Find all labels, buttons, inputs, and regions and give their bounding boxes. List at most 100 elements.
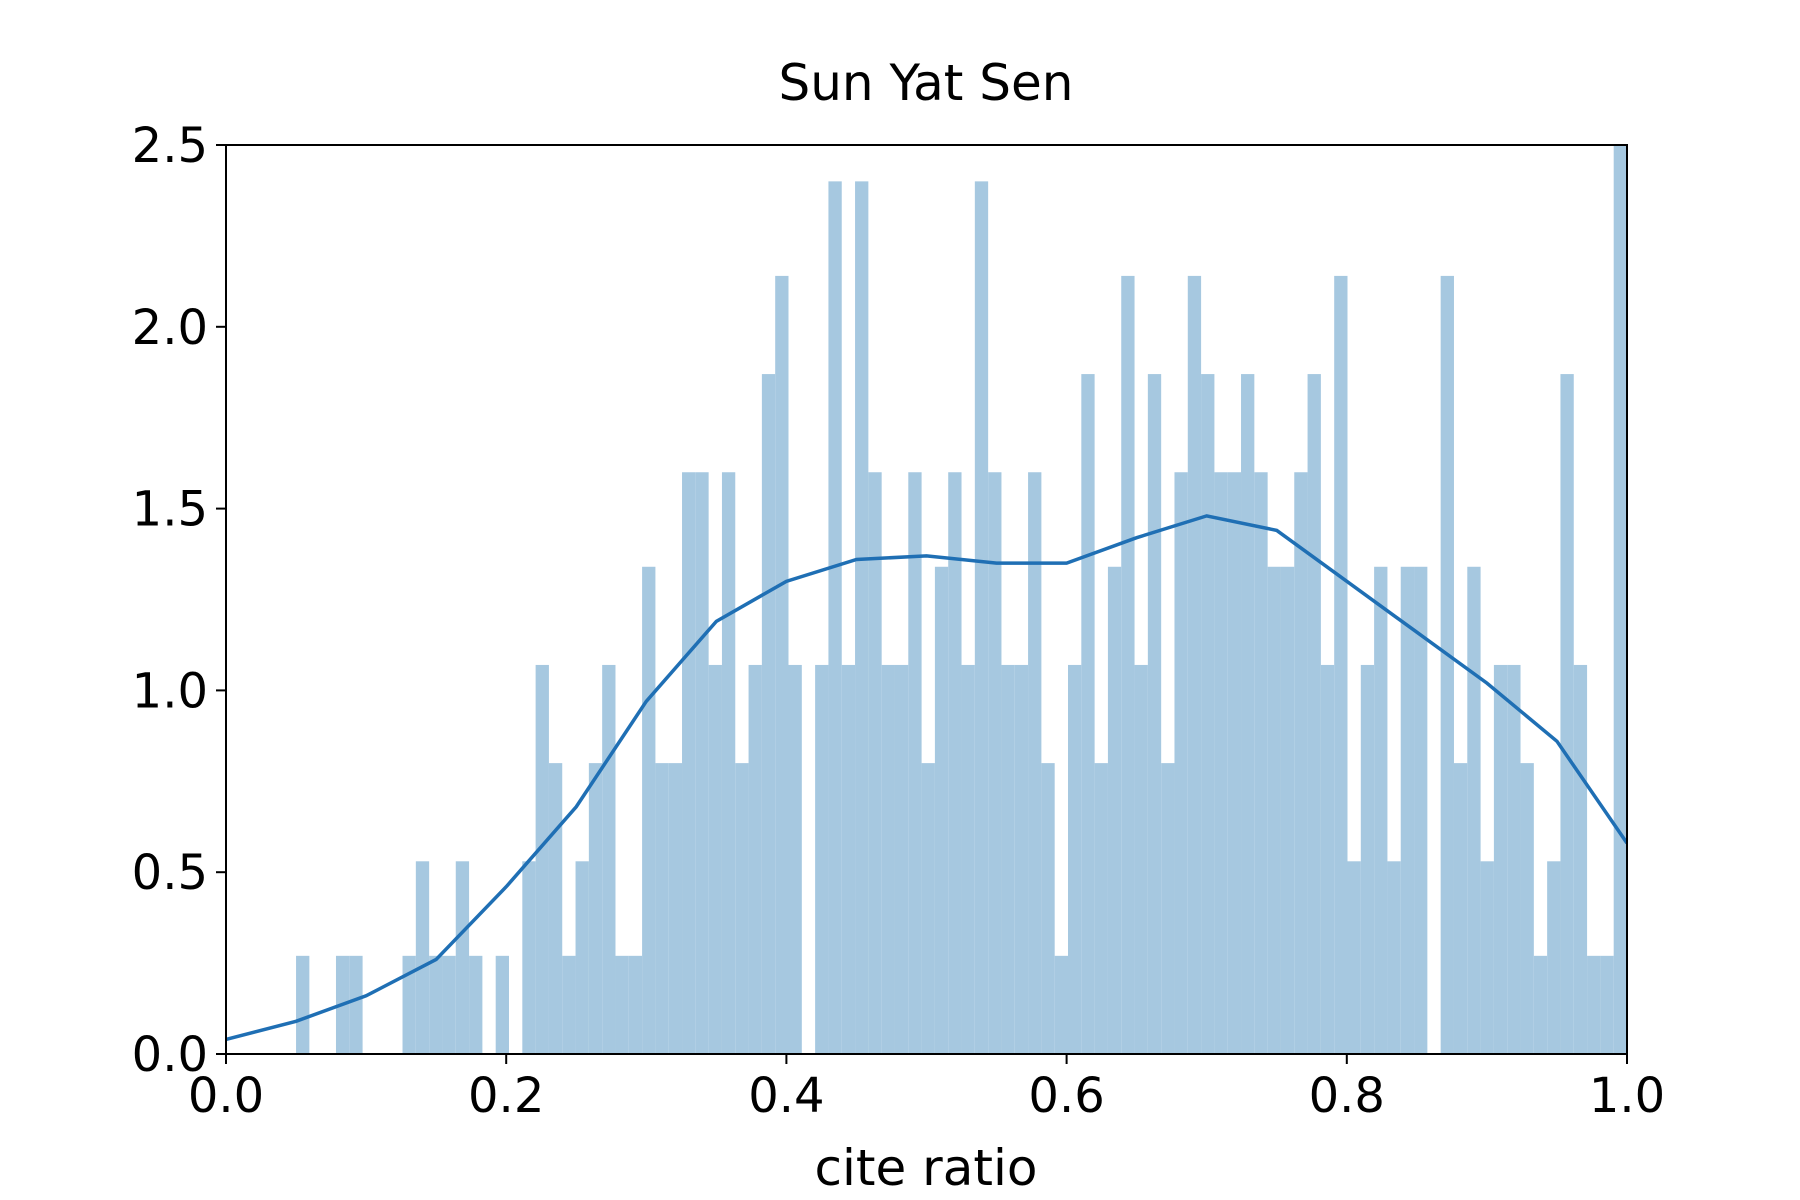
bar [1161, 763, 1175, 1054]
bar [988, 472, 1002, 1054]
bar [1174, 472, 1188, 1054]
bar [1387, 861, 1401, 1054]
bar [1587, 955, 1601, 1054]
bar [1294, 472, 1308, 1054]
bar [748, 664, 762, 1054]
axes-frame [225, 144, 1628, 1055]
bar [1334, 275, 1348, 1054]
bar [1054, 955, 1069, 1054]
bar [495, 955, 510, 1054]
bar [469, 955, 483, 1054]
bar [1107, 566, 1122, 1054]
bar [588, 763, 603, 1054]
bar [1001, 664, 1015, 1054]
bar [721, 472, 736, 1054]
bar [1320, 664, 1335, 1054]
bar [535, 664, 549, 1054]
bar [1400, 566, 1415, 1054]
bar [402, 955, 416, 1054]
bar [1267, 566, 1281, 1054]
bar [1560, 374, 1574, 1054]
bar [961, 664, 975, 1054]
bar [708, 664, 722, 1054]
kde-line [226, 514, 1627, 1042]
bar [1613, 145, 1627, 1054]
plot-area [226, 145, 1627, 1054]
bar [1241, 374, 1255, 1054]
bar [349, 955, 363, 1054]
bar [775, 275, 789, 1054]
x-tick-label: 1.0 [1589, 1068, 1665, 1124]
bar [881, 664, 895, 1054]
chart-title: Sun Yat Sen [779, 54, 1074, 112]
bar [602, 664, 616, 1054]
y-tick-label: 1.5 [132, 482, 208, 538]
bar [455, 861, 470, 1054]
bar [562, 955, 576, 1054]
bar [442, 955, 456, 1054]
bar [1121, 275, 1135, 1054]
bar [1028, 472, 1042, 1054]
bar [1493, 664, 1508, 1054]
x-tick-label: 0.0 [188, 1068, 264, 1124]
y-tick-label: 0.0 [132, 1027, 208, 1083]
bar [1414, 566, 1428, 1054]
bar [642, 566, 656, 1054]
y-tick-label: 2.0 [132, 300, 208, 356]
bar [1094, 763, 1108, 1054]
x-tick-label: 0.2 [468, 1068, 544, 1124]
bar [1280, 566, 1295, 1054]
bar [1347, 861, 1361, 1054]
x-tick-label: 0.6 [1028, 1068, 1104, 1124]
bar [1081, 374, 1095, 1054]
bar [761, 374, 776, 1054]
x-axis-label: cite ratio [815, 1139, 1038, 1197]
bar [855, 181, 869, 1054]
bar [828, 181, 842, 1054]
bar [296, 955, 310, 1054]
bar [575, 861, 589, 1054]
bar [921, 763, 935, 1054]
bar [615, 955, 629, 1054]
bar [1520, 763, 1534, 1054]
bar [948, 472, 962, 1054]
bar [1440, 275, 1454, 1054]
bar [1600, 955, 1614, 1054]
bar [908, 472, 922, 1054]
bar [1041, 763, 1055, 1054]
bar [1201, 374, 1215, 1054]
bar [415, 861, 430, 1054]
bar [815, 664, 829, 1054]
bar [735, 763, 749, 1054]
bar [1573, 664, 1588, 1054]
bar [1227, 472, 1242, 1054]
bar [429, 955, 443, 1054]
bar [1014, 664, 1029, 1054]
bar [1214, 472, 1228, 1054]
bar [1480, 861, 1494, 1054]
bar [1467, 566, 1481, 1054]
bar [1254, 472, 1268, 1054]
bar [682, 472, 696, 1054]
bar [1147, 374, 1162, 1054]
bar [628, 955, 643, 1054]
y-tick-label: 0.5 [132, 845, 208, 901]
y-tick-label: 1.0 [132, 663, 208, 719]
bar [1374, 566, 1388, 1054]
bar [522, 861, 536, 1054]
bar [695, 472, 709, 1054]
bar [1507, 664, 1521, 1054]
x-tick-label: 0.4 [748, 1068, 824, 1124]
bar [868, 472, 882, 1054]
bar [1187, 275, 1202, 1054]
bar [1360, 664, 1375, 1054]
bar [548, 763, 563, 1054]
bar [974, 181, 989, 1054]
y-tick-label: 2.5 [132, 118, 208, 174]
bar [841, 664, 856, 1054]
x-tick-label: 0.8 [1309, 1068, 1385, 1124]
bar [655, 763, 669, 1054]
bar [894, 664, 909, 1054]
bar [1533, 955, 1548, 1054]
